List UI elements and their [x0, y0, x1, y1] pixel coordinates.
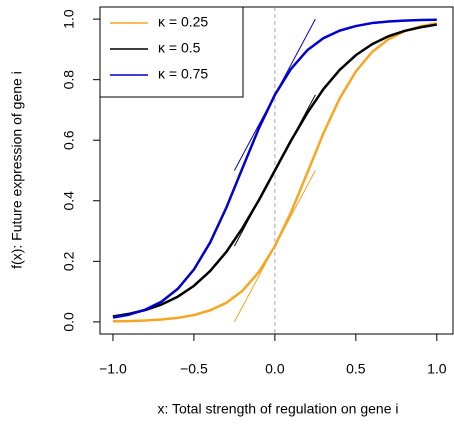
y-tick-label: 0.2 [61, 251, 77, 271]
curve [112, 18, 437, 319]
x-tick-label: −1.0 [99, 361, 127, 377]
y-tick-label: 0.0 [61, 312, 77, 332]
legend-box [99, 6, 244, 98]
x-tick-label: 1.0 [427, 361, 447, 377]
curve [112, 23, 438, 318]
x-tick-label: 0.5 [346, 361, 366, 377]
legend-label: κ = 0.75 [158, 66, 208, 82]
y-tick-label: 1.0 [61, 9, 77, 29]
legend-label: κ = 0.25 [158, 14, 208, 30]
y-tick-label: 0.8 [61, 70, 77, 90]
legend-label: κ = 0.5 [158, 40, 201, 56]
x-axis-label: x: Total strength of regulation on gene … [157, 401, 398, 417]
y-tick-label: 0.4 [61, 191, 77, 211]
x-tick-label: −0.5 [180, 361, 208, 377]
y-axis-label: f(x): Future expression of gene i [9, 71, 25, 269]
x-tick-label: 0.0 [265, 361, 285, 377]
plot-frame [99, 6, 454, 335]
y-tick-label: 0.6 [61, 130, 77, 150]
curve [112, 22, 438, 323]
